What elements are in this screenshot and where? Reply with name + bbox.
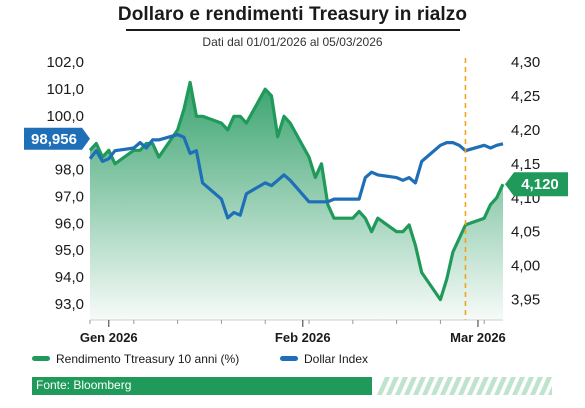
axes-layer [89, 319, 503, 327]
source-stripe [386, 377, 399, 395]
y-right-tick-label: 4,25 [511, 88, 540, 105]
source-stripe [449, 377, 462, 395]
title-underline [126, 29, 460, 31]
y-right-tick-label: 4,15 [511, 156, 540, 173]
legend-label-treasury: Rendimento Ttreasury 10 anni (%) [56, 352, 240, 366]
treasury-line [88, 80, 505, 302]
y-right-tick-label: 4,30 [511, 54, 540, 71]
source-stripe [377, 377, 390, 395]
source-stripe [395, 377, 408, 395]
x-tick-label: Feb 2026 [275, 330, 331, 345]
x-tick-label: Mar 2026 [450, 330, 506, 345]
source-stripe [431, 377, 444, 395]
source-stripe [458, 377, 471, 395]
source-stripe [512, 377, 525, 395]
legend-swatch-treasury [32, 356, 50, 362]
dollar-line [88, 133, 504, 220]
source-stripe [413, 377, 426, 395]
dollar-callout-value: 98,956 [31, 131, 77, 148]
chart-plot: Gen 2026 Feb 2026 Mar 2026 93,0 94,0 95,0 96,0… [24, 54, 568, 345]
y-right-tick-label: 4,20 [511, 122, 540, 139]
y-right-tick-label: 4,05 [511, 224, 540, 241]
y-left-tick-label: 94,0 [55, 269, 84, 286]
source-label: Fonte: Bloomberg [36, 378, 132, 392]
chart-subtitle: Dati dal 01/01/2026 al 05/03/2026 [202, 35, 383, 49]
treasury-callout-box [505, 172, 568, 197]
dollar-callout-box [24, 127, 90, 150]
y-right-tick-label: 4,00 [511, 258, 540, 275]
y-left-tick-label: 102,0 [46, 54, 84, 71]
source-stripe [521, 377, 534, 395]
chart-title: Dollaro e rendimenti Treasury in rialzo [117, 4, 468, 25]
source-bar-stripes [377, 377, 552, 395]
series-lines-layer [88, 80, 505, 302]
y-left-tick-label: 101,0 [46, 81, 84, 98]
treasury-callout-value: 4,120 [521, 176, 559, 193]
source-stripe [494, 377, 507, 395]
treasury-area-layer [90, 82, 503, 321]
source-stripe [467, 377, 480, 395]
legend-item-treasury: Rendimento Ttreasury 10 anni (%) [32, 352, 239, 366]
y-left-tick-label: 95,0 [55, 242, 84, 259]
source-stripe [476, 377, 489, 395]
y-right-tick-label: 3,95 [511, 292, 540, 309]
source-stripe [503, 377, 516, 395]
source-stripe [485, 377, 498, 395]
source-stripe [440, 377, 453, 395]
y-left-tick-label: 96,0 [55, 215, 84, 232]
y-left-tick-label: 93,0 [55, 296, 84, 313]
tick-labels-layer: Gen 2026 Feb 2026 Mar 2026 93,0 94,0 95,0 96,0… [46, 54, 540, 345]
source-stripe [422, 377, 435, 395]
legend-item-dollar: Dollar Index [280, 352, 368, 366]
y-left-tick-label: 100,0 [46, 108, 84, 125]
source-bar [32, 377, 552, 395]
y-left-tick-label: 98,0 [55, 162, 84, 179]
y-left-tick-label: 97,0 [55, 188, 84, 205]
source-stripe [404, 377, 417, 395]
legend-label-dollar: Dollar Index [304, 352, 369, 366]
source-stripe [548, 386, 552, 395]
x-tick-label: Gen 2026 [80, 330, 138, 345]
treasury-area [90, 82, 503, 321]
legend-swatch-dollar [280, 356, 298, 362]
source-stripe [530, 377, 543, 395]
callouts-layer: 98,956 4,120 [24, 127, 568, 197]
source-stripe [539, 377, 552, 395]
